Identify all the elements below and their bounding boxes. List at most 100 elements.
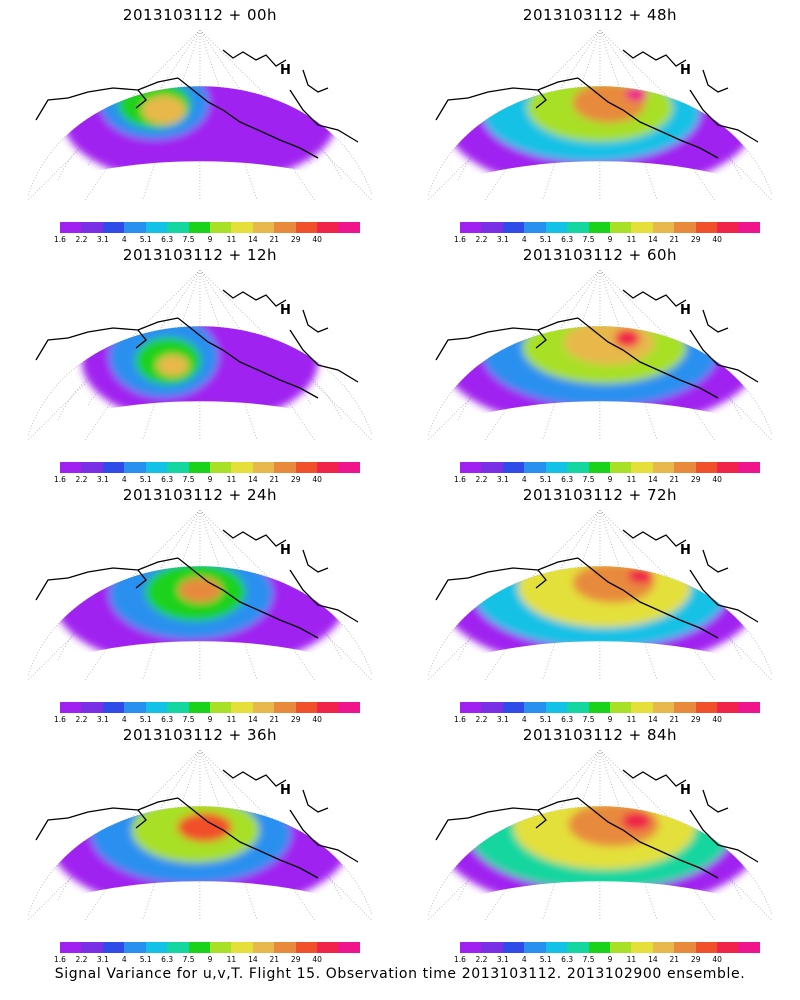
map-panel: 2013103112 + 84h H 1.6 2.2 3.1 4 5.1 6.3 7.5 9 11 1… bbox=[400, 720, 800, 965]
colorbar-label: 29 bbox=[690, 475, 701, 484]
colorbar-segment bbox=[81, 942, 103, 953]
colorbar-segment bbox=[738, 702, 760, 713]
colorbar-segment bbox=[274, 462, 296, 473]
colorbar-label: 29 bbox=[290, 475, 301, 484]
colorbar-segment bbox=[695, 942, 718, 953]
colorbar-segment bbox=[60, 702, 82, 713]
colorbar-segment bbox=[460, 942, 482, 953]
colorbar-label: 29 bbox=[290, 715, 301, 724]
map-panel: 2013103112 + 00h H 1.6 2.2 3.1 4 5.1 6.3 7.5 9 11 1… bbox=[0, 0, 400, 245]
colorbar-segment bbox=[738, 942, 760, 953]
coastlines bbox=[35, 289, 359, 399]
colorbar-segment bbox=[631, 942, 653, 953]
colorbar-label: 3.1 bbox=[96, 955, 109, 964]
colorbar-segment bbox=[652, 702, 675, 713]
panel-title: 2013103112 + 00h bbox=[122, 6, 278, 24]
colorbar-segment bbox=[588, 222, 610, 233]
colorbar-segment bbox=[124, 462, 146, 473]
panel-title: 2013103112 + 84h bbox=[522, 726, 678, 744]
panel-title: 2013103112 + 48h bbox=[522, 6, 678, 24]
colorbar-label: 11 bbox=[226, 715, 237, 724]
colorbar-label: 5.1 bbox=[139, 475, 152, 484]
variance-contour bbox=[218, 86, 273, 103]
colorbar-label: 21 bbox=[269, 955, 280, 964]
colorbar-segment bbox=[567, 222, 589, 233]
colorbar-label: 4 bbox=[521, 235, 527, 244]
colorbar-segment bbox=[502, 222, 525, 233]
colorbar-label: 7.5 bbox=[582, 475, 595, 484]
colorbar-segment bbox=[188, 942, 210, 953]
colorbar-segment bbox=[317, 222, 339, 233]
colorbar-segment bbox=[167, 462, 189, 473]
colorbar-segment bbox=[609, 222, 632, 233]
colorbar-segment bbox=[481, 222, 503, 233]
colorbar-segment bbox=[167, 222, 189, 233]
colorbar-label: 4 bbox=[121, 235, 127, 244]
colorbar-segment bbox=[717, 942, 739, 953]
colorbar-label: 40 bbox=[312, 235, 322, 244]
colorbar-segment bbox=[524, 462, 546, 473]
colorbar-label: 40 bbox=[712, 235, 722, 244]
colorbar-label: 11 bbox=[626, 475, 637, 484]
colorbar bbox=[60, 942, 360, 953]
colorbar-label: 4 bbox=[521, 475, 527, 484]
colorbar-label: 7.5 bbox=[582, 235, 595, 244]
colorbar-labels: 1.6 2.2 3.1 4 5.1 6.3 7.5 9 11 14 21 29 40 bbox=[454, 475, 760, 485]
colorbar-label: 14 bbox=[648, 955, 658, 964]
colorbar-segment bbox=[145, 462, 168, 473]
colorbar-label: 3.1 bbox=[496, 955, 509, 964]
colorbar-segment bbox=[524, 702, 546, 713]
colorbar bbox=[460, 702, 760, 713]
colorbar-segment bbox=[717, 702, 739, 713]
colorbar-segment bbox=[209, 462, 232, 473]
colorbar-segment bbox=[695, 702, 718, 713]
colorbar-segment bbox=[252, 942, 275, 953]
colorbar-label: 1.6 bbox=[454, 475, 466, 484]
colorbar-label: 5.1 bbox=[139, 715, 152, 724]
colorbar-label: 9 bbox=[607, 235, 613, 244]
colorbar-segment bbox=[674, 702, 696, 713]
high-pressure-symbol: H bbox=[680, 63, 691, 78]
colorbar-segment bbox=[188, 462, 210, 473]
colorbar-label: 3.1 bbox=[96, 235, 109, 244]
variance-map: H bbox=[27, 270, 373, 441]
colorbar-label: 4 bbox=[521, 955, 527, 964]
colorbar-segment bbox=[295, 702, 318, 713]
colorbar-label: 21 bbox=[669, 955, 680, 964]
colorbar-segment bbox=[652, 942, 675, 953]
colorbar-label: 14 bbox=[648, 715, 658, 724]
colorbar-segment bbox=[545, 222, 568, 233]
colorbar-segment bbox=[60, 462, 82, 473]
colorbar-segment bbox=[209, 222, 232, 233]
colorbar-segment bbox=[460, 702, 482, 713]
colorbar-label: 2.2 bbox=[75, 475, 88, 484]
colorbar-label: 21 bbox=[669, 235, 680, 244]
colorbar-segment bbox=[631, 222, 653, 233]
colorbar-segment bbox=[717, 462, 739, 473]
colorbar-segment bbox=[652, 222, 675, 233]
colorbar-segment bbox=[567, 462, 589, 473]
colorbar-segment bbox=[60, 222, 82, 233]
coastlines bbox=[435, 289, 759, 399]
colorbar-label: 6.3 bbox=[161, 475, 174, 484]
variance-contour bbox=[156, 354, 190, 377]
colorbar-label: 2.2 bbox=[75, 955, 88, 964]
colorbar-label: 7.5 bbox=[182, 475, 195, 484]
colorbar-label: 40 bbox=[312, 475, 322, 484]
coastlines bbox=[435, 49, 759, 159]
colorbar-segment bbox=[567, 702, 589, 713]
colorbar-label: 2.2 bbox=[475, 715, 488, 724]
colorbar-label: 14 bbox=[248, 475, 258, 484]
variance-map: H bbox=[427, 510, 773, 681]
colorbar-segment bbox=[567, 942, 589, 953]
variance-map: H bbox=[27, 30, 373, 201]
colorbar-segment bbox=[609, 462, 632, 473]
colorbar-segment bbox=[674, 462, 696, 473]
colorbar-segment bbox=[295, 462, 318, 473]
colorbar-segment bbox=[695, 222, 718, 233]
colorbar-segment bbox=[188, 702, 210, 713]
variance-map: H bbox=[427, 270, 773, 441]
colorbar-segment bbox=[481, 942, 503, 953]
colorbar-segment bbox=[524, 222, 546, 233]
colorbar-label: 11 bbox=[626, 955, 637, 964]
